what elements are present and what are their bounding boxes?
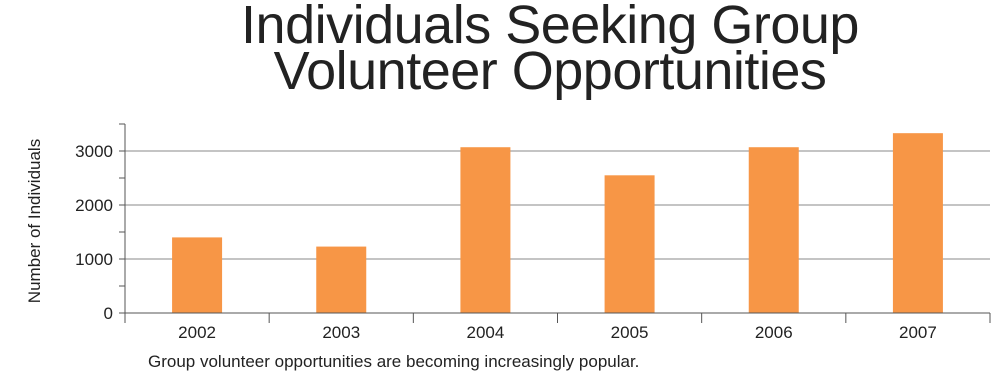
y-axis-label: Number of Individuals: [25, 139, 44, 303]
grid-lines: [125, 150, 990, 260]
x-tick-label-2005: 2005: [611, 323, 649, 342]
axes: [119, 123, 991, 323]
x-tick-label-2007: 2007: [899, 323, 937, 342]
x-tick-label-2002: 2002: [178, 323, 216, 342]
bar-2006: [748, 147, 799, 313]
y-tick-label-0: 0: [104, 304, 113, 323]
bars: [172, 133, 943, 313]
y-tick-label-2000: 2000: [75, 196, 113, 215]
x-tick-label-2006: 2006: [755, 323, 793, 342]
chart-title-line-1: Individuals Seeking Group: [241, 0, 859, 55]
x-tick-label-2004: 2004: [467, 323, 505, 342]
bar-2003: [316, 246, 367, 313]
x-tick-label-2003: 2003: [322, 323, 360, 342]
bar-2002: [172, 237, 223, 313]
x-tick-labels: 2002 2003 2004 2005 2006 2007: [178, 323, 937, 342]
bar-2005: [604, 175, 655, 313]
bar-2004: [460, 147, 511, 313]
y-tick-label-1000: 1000: [75, 250, 113, 269]
bar-2007: [892, 133, 943, 313]
chart-title: Individuals Seeking Group Volunteer Oppo…: [0, 0, 992, 101]
chart-title-line-2: Volunteer Opportunities: [273, 41, 827, 101]
y-tick-label-3000: 3000: [75, 142, 113, 161]
y-tick-labels: 0 1000 2000 3000: [75, 142, 113, 323]
chart-caption: Group volunteer opportunities are becomi…: [148, 352, 640, 371]
